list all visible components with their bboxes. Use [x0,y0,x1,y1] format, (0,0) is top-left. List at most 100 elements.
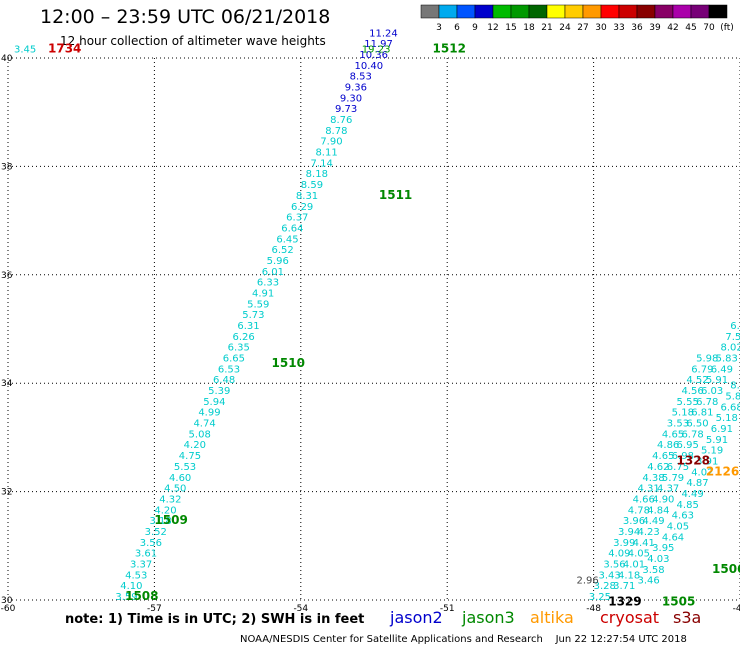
wave-height-value: 5.55 [677,397,699,408]
wave-height-value: 6.68 [720,402,740,413]
wave-height-value: 10.36 [359,50,388,61]
wave-height-value: 6.53 [218,364,240,375]
wave-height-value: 4.49 [681,489,703,500]
wave-height-value: 8.18 [306,169,328,180]
wave-height-value: 5.59 [247,299,269,310]
wave-height-value: 10.40 [354,61,383,72]
wave-height-value: 5.91 [706,435,728,446]
wave-height-value: 4.10 [120,581,142,592]
wave-height-value: 6.33 [257,278,279,289]
wave-height-value: 4.66 [633,494,655,505]
wave-height-value: 3.58 [642,565,664,576]
wave-height-value: 6.48 [213,375,235,386]
colorbar-label: 21 [541,23,552,33]
wave-height-value: 4.18 [618,570,640,581]
wave-height-value: 3.71 [613,581,635,592]
wave-height-value: 4.86 [657,440,679,451]
wave-height-value: 5.83 [716,354,738,365]
y-tick-label: 32 [1,488,12,498]
satellite-legend-entry: altika [530,608,574,627]
wave-height-value: 8.11 [315,148,337,159]
colorbar-label: 45 [685,23,696,33]
colorbar-label: 3 [436,23,442,33]
wave-height-value: 7.5 [725,332,740,343]
wave-height-value: 3.46 [638,576,660,587]
wave-height-value: 5.73 [242,310,264,321]
wave-height-value: 4.90 [652,494,674,505]
wave-height-value: 4.65 [652,451,674,462]
pass-time-label: 1509 [154,513,187,527]
wave-height-value: 4.37 [657,484,679,495]
wave-height-value: 5.85 [725,391,740,402]
wave-height-value: 4.50 [164,484,186,495]
wave-height-value: 4.03 [647,554,669,565]
colorbar-label: 24 [559,23,571,33]
colorbar-label: 6 [454,23,460,33]
wave-height-value: 9.73 [335,104,357,115]
wave-height-value: 8.31 [296,191,318,202]
wave-height-value: 19.23 [362,45,391,56]
wave-height-value: 6.81 [691,408,713,419]
wave-height-value: 6.65 [223,354,245,365]
wave-height-value: 6.1 [730,321,740,332]
y-tick-label: 30 [1,596,13,606]
wave-height-value: 4.02 [691,467,713,478]
wave-height-value: 4.31 [638,484,660,495]
x-tick-label: -45 [733,604,740,614]
wave-height-value: 3.94 [618,527,640,538]
wave-height-value: 4.05 [667,522,689,533]
wave-height-value: 7.14 [311,158,333,169]
wave-height-value: 4.41 [633,538,655,549]
wave-height-value: 4.52 [686,375,708,386]
wave-height-value: 3.59 [115,592,137,603]
pass-time-label: 2126 [706,464,739,478]
x-tick-label: -54 [293,604,308,614]
wave-height-value: 4.91 [252,288,274,299]
wave-height-value: 4.74 [193,419,215,430]
wave-height-value: 11.97 [364,39,393,50]
wave-height-value: 3.43 [598,570,620,581]
x-tick-label: -60 [1,604,16,614]
wave-height-value: 6.64 [281,223,303,234]
colorbar-label: 33 [613,23,624,33]
colorbar-label: 70 [703,23,715,33]
wave-height-value: 4.64 [662,532,684,543]
wave-height-value: 4.85 [677,500,699,511]
wave-height-value: 6.01 [262,267,284,278]
wave-height-value: 6.75 [667,462,689,473]
chart-title: 12:00 – 23:59 UTC 06/21/2018 [40,6,331,28]
wave-height-value: 4.99 [198,408,220,419]
y-tick-label: 34 [1,379,13,389]
wave-height-value: 5.96 [267,256,289,267]
wave-height-value: 5.79 [662,473,684,484]
wave-height-value: 5.53 [174,462,196,473]
colorbar-label: 12 [487,23,498,33]
wave-height-value: 3.53 [667,419,689,430]
wave-height-value: 5.08 [189,429,211,440]
wave-height-value: 6.26 [232,332,254,343]
wave-height-value: 4.20 [184,440,206,451]
wave-height-value: 11.24 [369,28,398,39]
wave-height-value: 4.05 [628,549,650,560]
wave-height-value: 4.63 [672,511,694,522]
y-tick-label: 40 [1,54,13,64]
chart-subtitle: 12 hour collection of altimeter wave hei… [60,34,326,48]
wave-height-value: 4.75 [179,451,201,462]
wave-height-value: 4.87 [686,478,708,489]
wave-height-value: 6.91 [711,424,733,435]
wave-height-value: 9.36 [345,83,367,94]
wave-height-value: 8.02 [730,381,740,392]
wave-height-value: 6.29 [291,202,313,213]
wave-height-value: 4.01 [623,559,645,570]
wave-height-value: 7.90 [320,137,342,148]
pass-time-label: 1506 [712,562,740,576]
wave-height-value: 6.31 [237,321,259,332]
wave-height-value: 8.59 [301,180,323,191]
wave-height-value: 4.38 [642,473,664,484]
wave-height-value: 3.61 [135,549,157,560]
pass-time-label: 1510 [272,356,305,370]
pass-time-label: 1505 [662,594,695,608]
colorbar-label: 36 [631,23,643,33]
wave-height-value: 3.56 [140,538,162,549]
